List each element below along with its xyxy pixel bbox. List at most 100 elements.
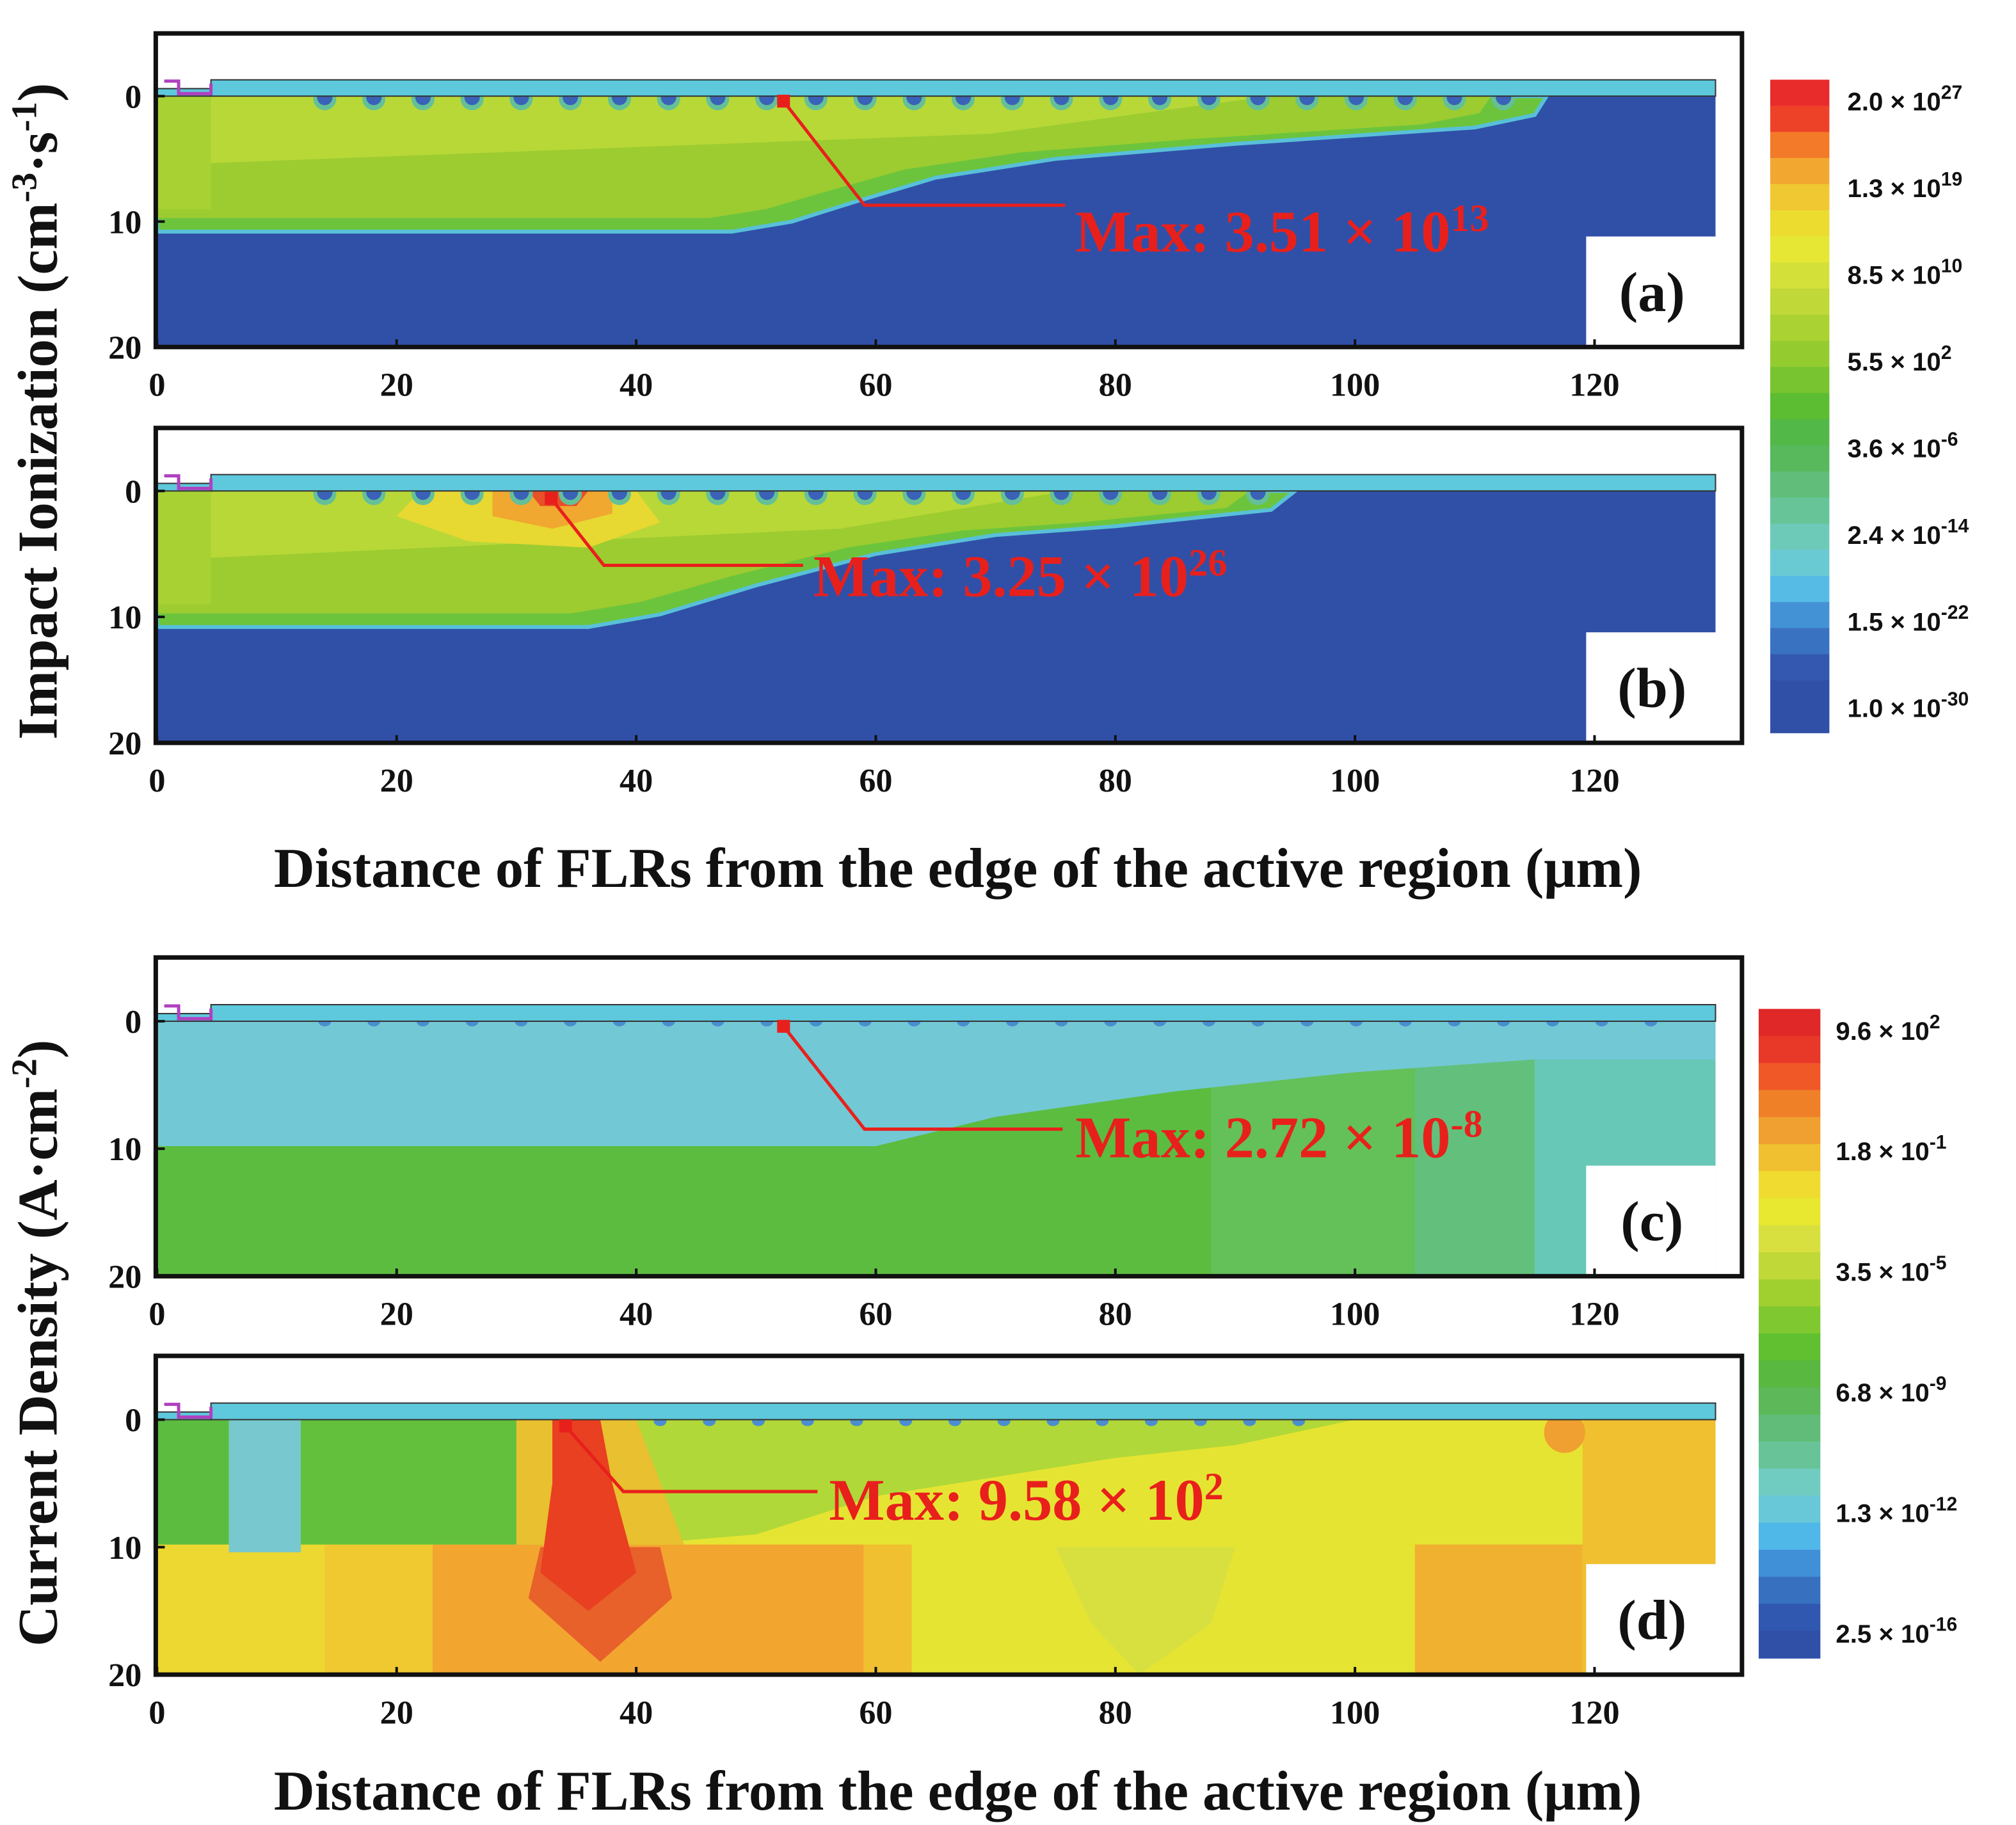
contour-plot xyxy=(157,1004,1716,1277)
y-tick-label: 0 xyxy=(125,78,141,115)
colorbar-label: 5.5 × 102 xyxy=(1848,342,1952,376)
colorbar-label: 2.0 × 1027 xyxy=(1848,83,1963,116)
x-tick-label: 60 xyxy=(859,367,892,404)
label-box xyxy=(1586,1165,1716,1277)
colorbar-band xyxy=(1770,575,1830,603)
contact xyxy=(164,79,213,95)
y-axis-title-part: ) xyxy=(7,83,70,102)
contour-region xyxy=(516,1419,1356,1545)
x-tick-label: 120 xyxy=(1569,1296,1619,1333)
contour-region xyxy=(301,1419,516,1545)
frame xyxy=(153,1353,1745,1677)
colorbar-label: 3.5 × 10-5 xyxy=(1836,1253,1946,1287)
max-point xyxy=(559,1419,572,1433)
colorbar-label-exponent: -12 xyxy=(1930,1494,1958,1515)
x-axis-title: Distance of FLRs from the edge of the ac… xyxy=(274,1760,1642,1822)
hot-spot xyxy=(1544,1412,1585,1453)
leader-line xyxy=(550,497,803,567)
contour-plot xyxy=(157,474,1716,743)
colorbar-label: 6.8 × 10-9 xyxy=(1836,1373,1946,1407)
max-exponent: 13 xyxy=(1451,197,1489,240)
max-annotation: Max: 2.72 × 10-8 xyxy=(1075,1103,1482,1170)
contour-plot xyxy=(157,79,1716,347)
colorbar-label-text: 8.5 × 10 xyxy=(1848,261,1941,290)
contour-region xyxy=(157,1419,229,1545)
colorbar-band xyxy=(1770,680,1830,708)
colorbar-band xyxy=(1770,471,1830,498)
y-axis-title-exponent: -2 xyxy=(5,1058,45,1088)
colorbar-label-text: 1.3 × 10 xyxy=(1836,1499,1929,1527)
colorbar-band xyxy=(1758,1630,1821,1659)
x-tick-label: 40 xyxy=(620,1296,653,1333)
y-tick-label: 20 xyxy=(108,1258,141,1295)
x-tick-label: 100 xyxy=(1330,1694,1380,1731)
colorbar-band xyxy=(1770,393,1830,420)
y-tick-label: 20 xyxy=(108,329,141,366)
colorbar-label: 3.6 × 10-6 xyxy=(1848,429,1958,463)
colorbar-label-text: 1.3 × 10 xyxy=(1848,174,1941,203)
colorbar-label-exponent: -30 xyxy=(1941,689,1969,710)
colorbar-label-exponent: 2 xyxy=(1941,342,1952,363)
leader-line xyxy=(782,1025,1063,1131)
x-tick-label: 80 xyxy=(1099,367,1132,404)
colorbar-band xyxy=(1758,1090,1821,1118)
frame xyxy=(153,31,1745,349)
colorbar-band xyxy=(1770,210,1830,237)
colorbar-band xyxy=(1770,523,1830,551)
panel-label: (a) xyxy=(1619,261,1685,324)
oxide xyxy=(210,474,1716,492)
colorbar-band xyxy=(1758,1306,1821,1334)
frame xyxy=(153,426,1745,745)
leader-line xyxy=(782,100,1066,207)
contour-region xyxy=(157,1021,1716,1147)
colorbar-band xyxy=(1770,445,1830,472)
colorbar-band xyxy=(1758,1414,1821,1442)
y-axis-title-exponent: -1 xyxy=(5,102,45,132)
colorbar-band xyxy=(1758,1008,1821,1037)
contour-region xyxy=(157,96,211,209)
max-annotation: Max: 9.58 × 102 xyxy=(829,1465,1223,1533)
colorbar-band xyxy=(1770,184,1830,211)
colorbar-band xyxy=(1758,1198,1821,1226)
y-axis-title-part: ) xyxy=(7,1040,70,1058)
colorbar-band xyxy=(1770,706,1830,733)
x-tick-label: 60 xyxy=(859,762,892,799)
colorbar-band xyxy=(1770,289,1830,315)
colorbar-label-text: 1.8 × 10 xyxy=(1836,1137,1929,1166)
colorbar-label-exponent: 19 xyxy=(1941,169,1963,190)
contour-region xyxy=(157,1544,325,1675)
colorbar-label: 1.5 × 10-22 xyxy=(1848,602,1969,636)
y-axis-title: Current Density (A·cm-2) xyxy=(5,1040,70,1646)
colorbar-band xyxy=(1758,1441,1821,1470)
contact xyxy=(164,474,213,490)
contour-region xyxy=(1211,1059,1415,1277)
y-tick-label: 10 xyxy=(108,203,141,241)
colorbar-label-exponent: -5 xyxy=(1930,1253,1947,1274)
x-tick-label: 20 xyxy=(380,1694,413,1731)
max-annotation: Max: 3.25 × 1026 xyxy=(813,542,1228,609)
max-label: Max: 2.72 × 10 xyxy=(1075,1105,1450,1170)
x-tick-label: 40 xyxy=(620,1694,653,1731)
x-tick-label: 0 xyxy=(148,1296,165,1333)
contour-region xyxy=(1414,1544,1583,1675)
colorbar-band xyxy=(1758,1225,1821,1253)
colorbar-label-text: 1.5 × 10 xyxy=(1848,607,1941,636)
max-label: Max: 3.51 × 10 xyxy=(1075,199,1450,264)
colorbar-band xyxy=(1770,106,1830,133)
colorbar-band xyxy=(1758,1549,1821,1578)
colorbar-band xyxy=(1758,1495,1821,1524)
contour-region xyxy=(863,1544,912,1675)
colorbar-label-text: 1.0 × 10 xyxy=(1848,694,1941,723)
y-tick-label: 10 xyxy=(108,599,141,636)
colorbar-band xyxy=(1770,79,1830,107)
colorbar-label-text: 2.4 × 10 xyxy=(1848,521,1941,550)
colorbar-band xyxy=(1758,1604,1821,1632)
x-tick-label: 100 xyxy=(1330,367,1380,404)
contact xyxy=(164,1004,213,1021)
colorbar-band xyxy=(1758,1171,1821,1199)
y-axis-title-exponent: -3 xyxy=(5,173,45,203)
colorbar-band xyxy=(1770,314,1830,342)
colorbar-band xyxy=(1758,1035,1821,1064)
y-axis-title-part: ·s xyxy=(7,132,70,173)
